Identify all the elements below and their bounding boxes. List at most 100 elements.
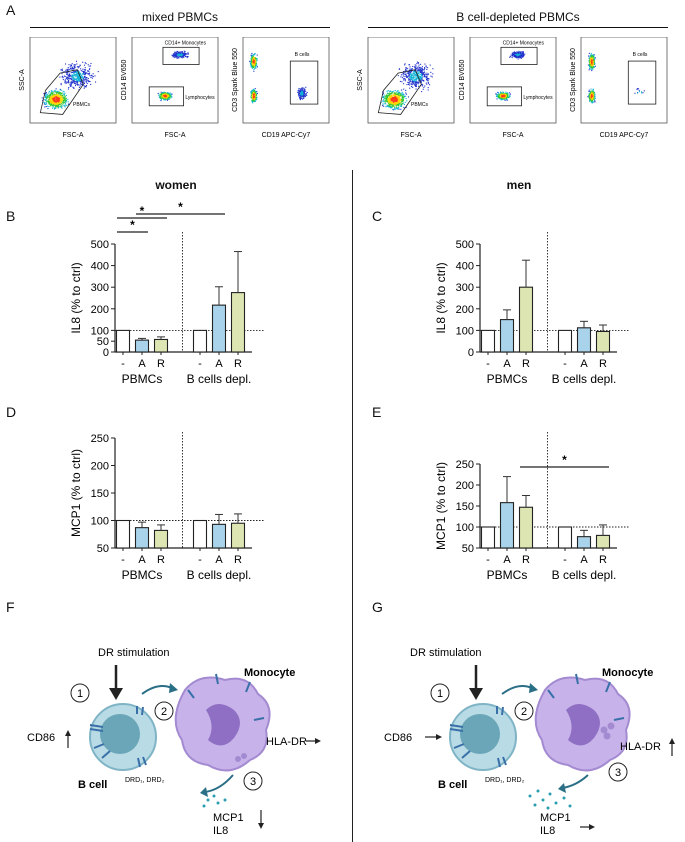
panel-letter-a: A — [6, 2, 16, 18]
bar — [192, 519, 208, 549]
svg-text:B cells: B cells — [295, 52, 310, 58]
bar — [115, 519, 131, 549]
y-tick-label: 50 — [97, 336, 109, 348]
bar — [230, 292, 246, 353]
g-cd86-label: CD86 — [384, 732, 412, 744]
flow-y-label: CD3 Spark Blue 550 — [232, 48, 239, 112]
g-step-2: 2 — [521, 706, 527, 718]
y-axis-label: MCP1 (% to ctrl) — [434, 462, 448, 550]
label-men: men — [506, 178, 532, 192]
bar — [576, 327, 592, 353]
f-hladr-right-icon — [315, 738, 321, 744]
bar — [595, 330, 611, 353]
flow-y-label: CD14 BV650 — [459, 59, 466, 100]
y-tick-label: 150 — [91, 488, 109, 500]
g-hladr-up-icon — [669, 738, 675, 744]
significance-star: * — [140, 204, 145, 218]
f-step-2-icon — [154, 701, 174, 721]
g-step-1: 1 — [437, 688, 443, 700]
f-step-2: 2 — [161, 706, 167, 718]
panel-letter-d: D — [6, 404, 17, 420]
bar — [557, 329, 573, 353]
x-tick-label: - — [486, 554, 490, 566]
y-tick-label: 200 — [456, 304, 474, 316]
y-tick-label: 200 — [91, 461, 109, 473]
g-cytokines-icon — [528, 789, 572, 810]
panel-letter-e: E — [372, 404, 382, 420]
f-cd86-label: CD86 — [27, 732, 55, 744]
f-bcell-nucleus-icon — [100, 714, 140, 754]
y-tick-label: 500 — [91, 239, 109, 251]
flow-y-label: CD14 BV650 — [121, 59, 128, 100]
y-tick-label: 100 — [456, 522, 474, 534]
significance-star: * — [130, 218, 135, 232]
label-women: women — [155, 178, 197, 192]
g-il8-label: IL8 — [540, 825, 555, 835]
bar — [134, 527, 150, 549]
bar — [576, 536, 592, 549]
bar — [499, 502, 515, 549]
x-tick-label: A — [138, 358, 146, 370]
bar — [211, 304, 227, 353]
bar — [595, 534, 611, 549]
flow-right-rule — [368, 27, 668, 28]
bar — [192, 329, 208, 353]
f-monocyte-label: Monocyte — [244, 667, 295, 679]
x-tick-label: - — [563, 358, 567, 370]
y-tick-label: 300 — [456, 282, 474, 294]
flow-x-label: FSC-A — [401, 132, 422, 139]
bar — [518, 506, 534, 549]
schematic-f: DR stimulation 1 2 3 — [27, 647, 321, 835]
g-step-2-icon — [514, 701, 534, 721]
bar — [480, 526, 496, 549]
bar — [480, 329, 496, 353]
f-mcp1-down-icon — [258, 823, 264, 829]
x-tick-label: R — [599, 358, 607, 370]
svg-text:Lymphocytes: Lymphocytes — [523, 95, 553, 101]
x-tick-label: A — [138, 554, 146, 566]
x-tick-label: R — [599, 554, 607, 566]
group-label: PBMCs — [122, 372, 163, 386]
g-il8-right-icon — [589, 824, 595, 830]
f-il8-label: IL8 — [213, 825, 228, 835]
f-hladr-label: HLA-DR — [266, 736, 307, 748]
g-bcell-label: B cell — [438, 779, 467, 791]
flow-plot-2: CD14+ Monocytes Lymphocytes FSC-A CD14 BV65… — [121, 37, 219, 139]
svg-text:CD14+ Monocytes: CD14+ Monocytes — [165, 41, 207, 47]
bar — [230, 522, 246, 549]
y-tick-label: 500 — [456, 239, 474, 251]
g-stimulation-label: DR stimulation — [410, 647, 482, 659]
y-tick-label: 100 — [91, 325, 109, 337]
flow-plot-3: B cells CD19 APC-Cy7 CD3 Spark Blue 550 — [232, 37, 330, 139]
group-label: PBMCs — [487, 372, 528, 386]
flow-left-title: mixed PBMCs — [141, 10, 218, 24]
f-step-3: 3 — [250, 776, 256, 788]
flow-left-rule — [30, 27, 330, 28]
g-hladr-molecules-icon — [600, 722, 615, 740]
x-tick-label: A — [580, 358, 588, 370]
y-tick-label: 400 — [91, 261, 109, 273]
y-axis-label: IL8 (% to ctrl) — [434, 262, 448, 333]
flow-x-label: CD19 APC-Cy7 — [262, 132, 311, 139]
x-tick-label: - — [121, 358, 125, 370]
g-drd-label: DRD₁, DRD₂ — [485, 777, 525, 784]
y-tick-label: 0 — [103, 347, 109, 359]
f-step-1: 1 — [77, 688, 83, 700]
f-monocyte-nucleus-icon — [206, 704, 240, 746]
group-label: B cells depl. — [552, 372, 617, 386]
y-tick-label: 100 — [456, 325, 474, 337]
flow-x-label: CD19 APC-Cy7 — [600, 132, 649, 139]
y-tick-label: 400 — [456, 261, 474, 273]
y-tick-label: 250 — [91, 433, 109, 445]
y-axis-label: IL8 (% to ctrl) — [69, 262, 83, 333]
svg-text:PBMCs: PBMCs — [411, 102, 428, 108]
x-tick-label: R — [234, 554, 242, 566]
g-step-3: 3 — [615, 767, 621, 779]
x-tick-label: R — [522, 358, 530, 370]
group-label: B cells depl. — [187, 372, 252, 386]
g-cd86-right-icon — [436, 734, 442, 740]
panel-letter-f: F — [6, 599, 15, 615]
group-label: B cells depl. — [187, 568, 252, 582]
y-tick-label: 200 — [91, 304, 109, 316]
